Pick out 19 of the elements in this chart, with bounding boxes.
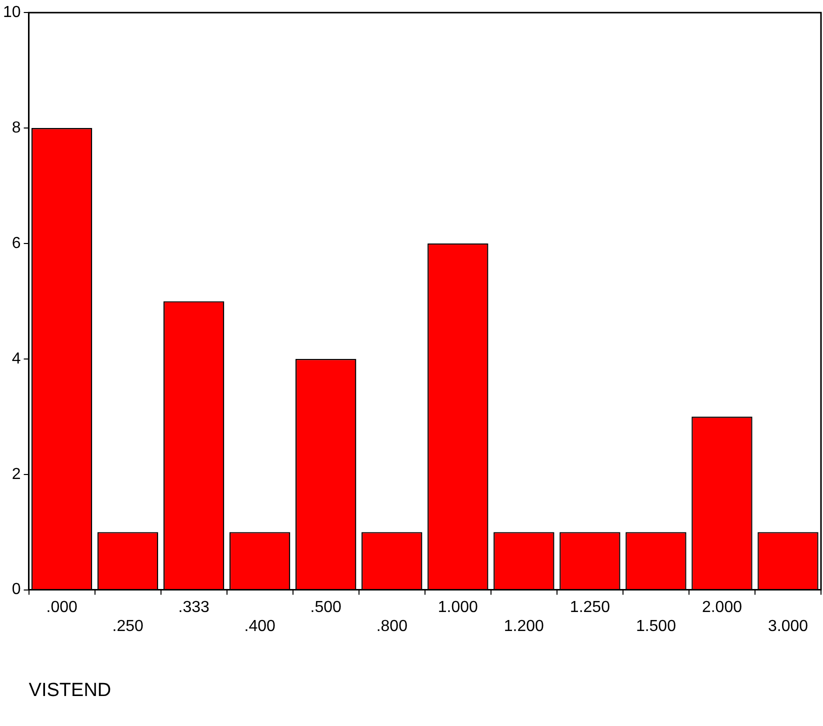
y-tick-label: 8 xyxy=(12,119,21,136)
y-tick-label: 10 xyxy=(3,4,21,22)
x-tick-label: .500 xyxy=(310,598,342,616)
y-tick-label: 0 xyxy=(12,581,21,598)
x-tick-label: .333 xyxy=(178,598,210,616)
x-tick-label: .400 xyxy=(244,618,276,636)
x-tick-label: 1.250 xyxy=(570,598,610,616)
x-axis-title: VISTEND xyxy=(28,680,112,701)
x-tick-label: 1.000 xyxy=(438,598,478,616)
x-tick-label: 2.000 xyxy=(702,598,742,616)
y-tick-label: 6 xyxy=(12,234,21,252)
x-tick-label: 1.500 xyxy=(636,618,676,636)
x-tick-label: 1.200 xyxy=(504,618,544,636)
x-tick-label: 3.000 xyxy=(768,618,808,636)
y-tick-label: 2 xyxy=(12,466,21,483)
y-tick-label: 4 xyxy=(12,350,21,368)
x-tick-label: .800 xyxy=(376,618,408,636)
x-tick-label: .250 xyxy=(112,618,144,636)
x-tick-label: .000 xyxy=(46,598,78,616)
